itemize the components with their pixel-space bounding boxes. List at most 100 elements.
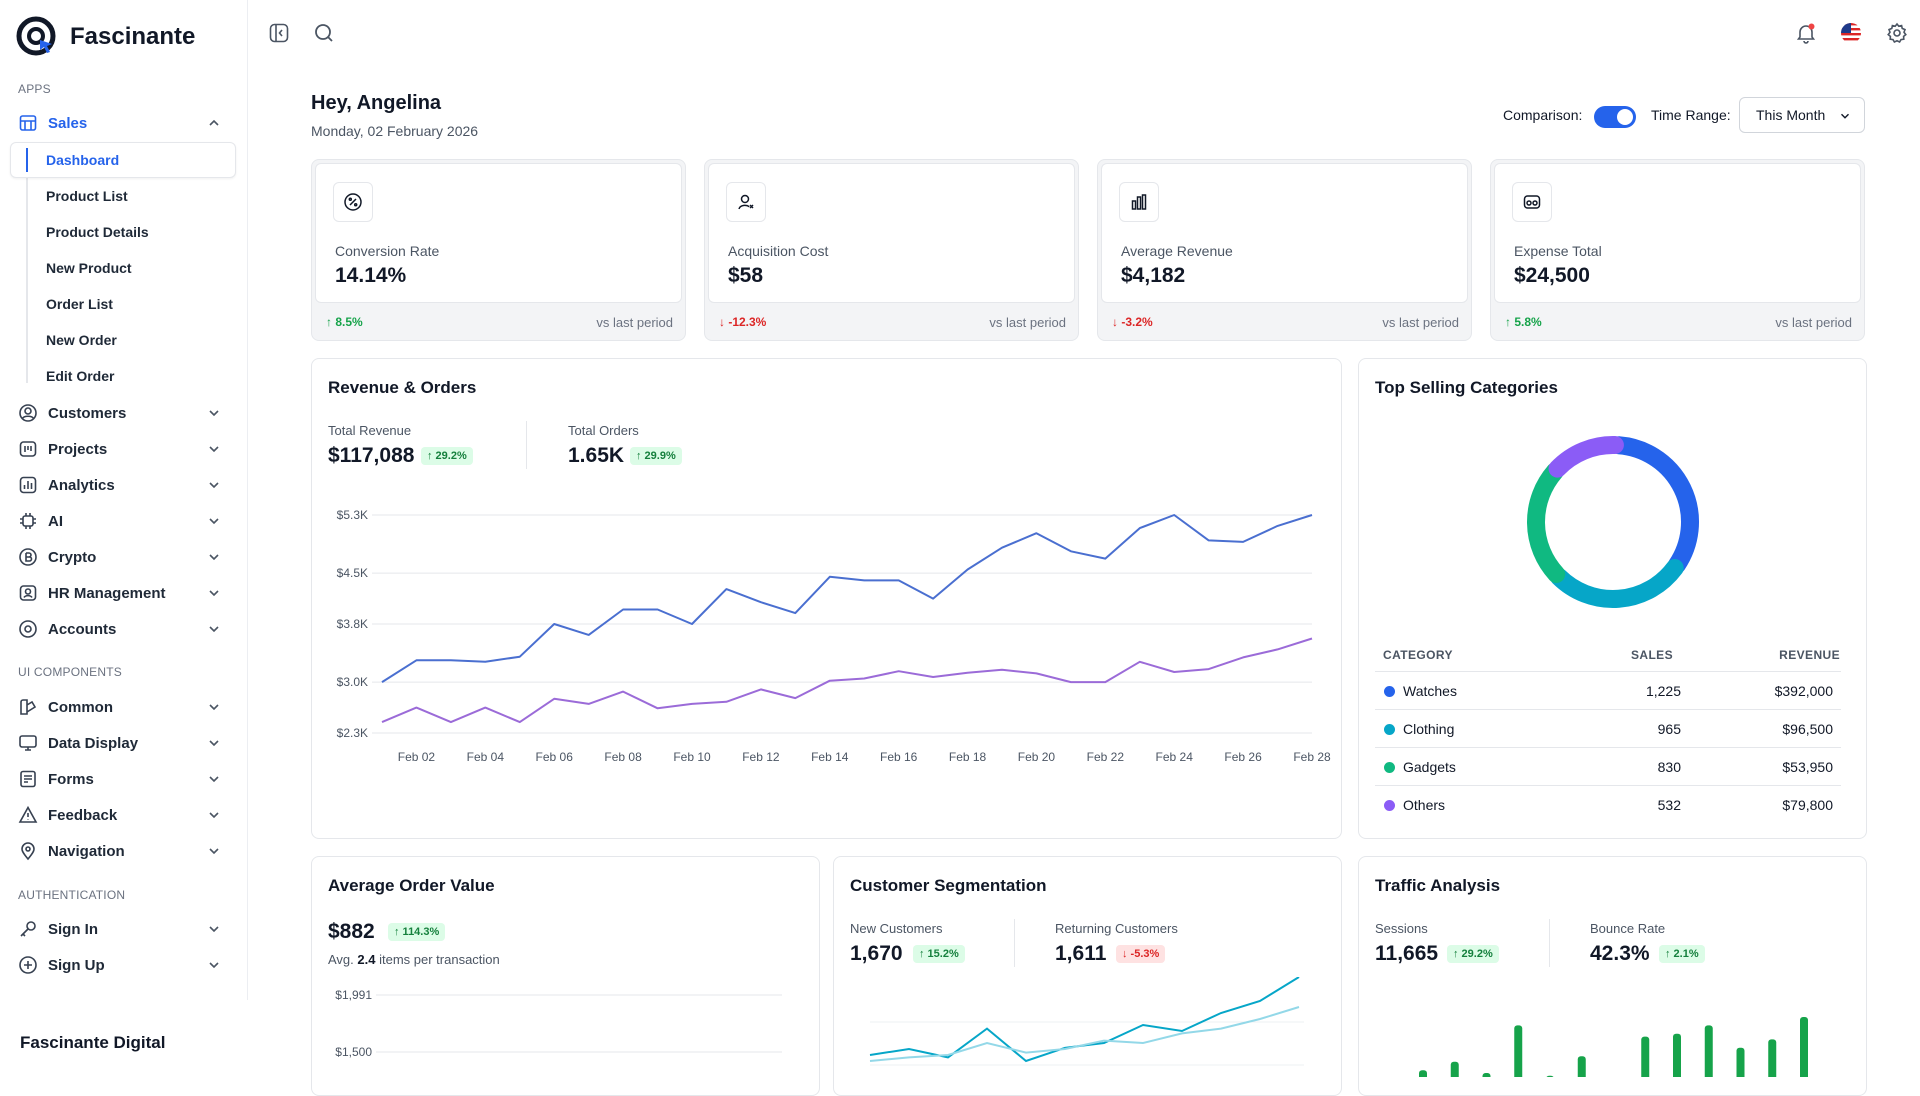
chevron-down-icon[interactable] <box>206 513 222 529</box>
sidebar: Fascinante APPS Sales Dashboard Product … <box>0 0 248 1080</box>
revenue-orders-chart[interactable]: $2.3K $3.0K $3.8K $4.5K $5.3K Feb 02 Feb 04 Feb… <box>312 489 1341 839</box>
chevron-down-icon[interactable] <box>206 843 222 859</box>
revenue-series-line <box>381 514 1313 683</box>
workspace-name[interactable]: Fascinante Digital <box>20 1033 166 1052</box>
search-icon[interactable] <box>313 22 335 44</box>
table-row[interactable]: Clothing 965 $96,500 <box>1375 709 1841 747</box>
sidebar-item-projects[interactable]: Projects <box>18 434 230 464</box>
stat-divider <box>1549 919 1550 967</box>
sidebar-item-data-display[interactable]: Data Display <box>18 728 230 758</box>
time-range-select[interactable]: This Month <box>1739 97 1865 133</box>
chip-icon <box>18 511 38 531</box>
total-revenue-label: Total Revenue <box>328 423 412 438</box>
sidebar-item-ai[interactable]: AI <box>18 506 230 536</box>
x-tick-label: Feb 18 <box>949 750 987 764</box>
chevron-down-icon[interactable] <box>206 405 222 421</box>
sidebar-item-forms[interactable]: Forms <box>18 764 230 794</box>
chevron-down-icon[interactable] <box>206 921 222 937</box>
chevron-down-icon[interactable] <box>206 621 222 637</box>
total-orders-change: ↑ 29.9% <box>630 447 682 465</box>
chevron-down-icon[interactable] <box>206 699 222 715</box>
sidebar-item-sign-up[interactable]: Sign Up <box>18 950 230 980</box>
segmentation-chart[interactable] <box>834 977 1341 1077</box>
us-flag-icon[interactable] <box>1840 22 1862 44</box>
monitor-icon <box>18 733 38 753</box>
legend-dot <box>1384 762 1395 773</box>
kpi-comparison-note: vs last period <box>1775 315 1852 330</box>
sidebar-item-sales[interactable]: Sales <box>18 108 230 138</box>
sidebar-item-accounts[interactable]: Accounts <box>18 614 230 644</box>
brand-logo[interactable]: Fascinante <box>16 16 195 58</box>
sidebar-item-label: HR Management <box>48 584 166 602</box>
sidebar-toggle-icon[interactable] <box>268 22 290 44</box>
kpi-label: Conversion Rate <box>335 243 440 259</box>
category-donut-chart[interactable] <box>1518 427 1708 617</box>
table-row[interactable]: Watches 1,225 $392,000 <box>1375 671 1841 709</box>
sidebar-subitem-product-details[interactable]: Product Details <box>46 224 149 240</box>
kpi-card-average-revenue: Average Revenue $4,182 ↓ -3.2% vs last p… <box>1097 159 1472 341</box>
chevron-down-icon[interactable] <box>206 441 222 457</box>
kpi-body: Conversion Rate 14.14% <box>315 163 682 303</box>
x-tick-label: Feb 06 <box>536 750 574 764</box>
gear-icon[interactable] <box>1886 22 1908 44</box>
sidebar-subitem-order-list[interactable]: Order List <box>46 296 113 312</box>
aov-note: Avg. 2.4 items per transaction <box>328 952 500 967</box>
sidebar-item-sign-in[interactable]: Sign In <box>18 914 230 944</box>
table-row[interactable]: Others 532 $79,800 <box>1375 785 1841 823</box>
analytics-icon <box>18 475 38 495</box>
sidebar-item-hr-management[interactable]: HR Management <box>18 578 230 608</box>
sidebar-item-crypto[interactable]: Crypto <box>18 542 230 572</box>
average-order-value-card: Average Order Value $882 ↑ 114.3% Avg. 2… <box>311 856 820 1096</box>
chevron-down-icon[interactable] <box>206 957 222 973</box>
comparison-toggle[interactable] <box>1594 106 1636 128</box>
traffic-bar <box>1577 1056 1586 1077</box>
column-header-sales[interactable]: SALES <box>1630 648 1673 662</box>
chevron-down-icon[interactable] <box>206 549 222 565</box>
chevron-down-icon <box>1841 113 1849 119</box>
column-header-category[interactable]: CATEGORY <box>1383 648 1453 662</box>
x-tick-label: Feb 24 <box>1156 750 1194 764</box>
kpi-change: ↓ -12.3% <box>719 315 767 329</box>
kpi-body: Average Revenue $4,182 <box>1101 163 1468 303</box>
returning-customers-change: ↓ -5.3% <box>1116 945 1166 963</box>
column-header-revenue[interactable]: REVENUE <box>1779 648 1840 662</box>
chevron-down-icon[interactable] <box>206 477 222 493</box>
chevron-down-icon[interactable] <box>206 735 222 751</box>
chevron-up-icon[interactable] <box>206 115 222 131</box>
sidebar-item-common[interactable]: Common <box>18 692 230 722</box>
sidebar-subitem-edit-order[interactable]: Edit Order <box>46 368 115 384</box>
chevron-down-icon[interactable] <box>206 807 222 823</box>
chevron-down-icon[interactable] <box>206 585 222 601</box>
kpi-change: ↑ 8.5% <box>326 315 363 329</box>
sidebar-subitem-new-product[interactable]: New Product <box>46 260 132 276</box>
category-sales: 1,225 <box>1645 683 1681 699</box>
sidebar-item-analytics[interactable]: Analytics <box>18 470 230 500</box>
table-row[interactable]: Gadgets 830 $53,950 <box>1375 747 1841 785</box>
sidebar-item-customers[interactable]: Customers <box>18 398 230 428</box>
sidebar-subitem-label[interactable]: Dashboard <box>46 152 120 168</box>
sidebar-footer <box>0 1000 248 1080</box>
total-orders-value: 1.65K <box>568 444 625 467</box>
kpi-label: Average Revenue <box>1121 243 1233 259</box>
kpi-body: Expense Total $24,500 <box>1494 163 1861 303</box>
wallet-icon <box>1512 182 1552 222</box>
traffic-bar <box>1450 1061 1459 1077</box>
sidebar-subitem-product-list[interactable]: Product List <box>46 188 128 204</box>
donut-slice-gadgets <box>1527 462 1566 584</box>
sidebar-subitem-new-order[interactable]: New Order <box>46 332 117 348</box>
sidebar-item-label: Feedback <box>48 806 118 824</box>
sidebar-item-feedback[interactable]: Feedback <box>18 800 230 830</box>
new-customers-change: ↑ 15.2% <box>913 945 965 963</box>
traffic-chart[interactable] <box>1359 977 1866 1077</box>
traffic-bar <box>1768 1039 1777 1077</box>
plus-circle-icon <box>18 955 38 975</box>
traffic-analysis-card: Traffic Analysis Sessions 11,665 ↑ 29.2%… <box>1358 856 1867 1096</box>
aov-chart[interactable]: $1,991 $1,500 <box>312 977 819 1077</box>
user-circle-icon <box>18 403 38 423</box>
bell-icon[interactable] <box>1795 22 1817 44</box>
sidebar-item-navigation[interactable]: Navigation <box>18 836 230 866</box>
chevron-down-icon[interactable] <box>206 771 222 787</box>
sidebar-subitem-dashboard[interactable] <box>10 142 236 178</box>
y-tick-label: $1,991 <box>335 988 372 1002</box>
sidebar-item-label: Projects <box>48 440 108 458</box>
